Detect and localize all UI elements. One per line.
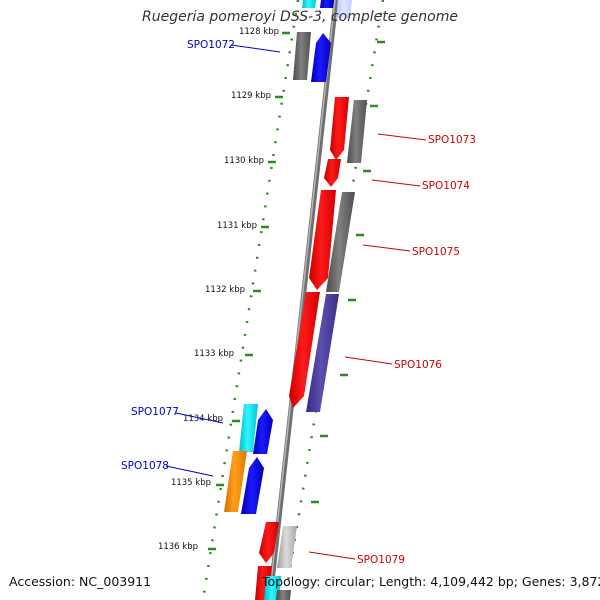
topology-label: Topology: (262, 574, 325, 589)
gene-lightgray-1079b[interactable] (277, 526, 297, 568)
leader-line-spo1072 (230, 44, 281, 53)
leader-line-spo1075 (362, 244, 411, 252)
gene-spo1074[interactable] (324, 159, 341, 187)
gene-partial-bottom-gray[interactable] (276, 590, 291, 600)
leader-line-spo1079 (308, 551, 356, 560)
scale-label: 1130 kbp (224, 156, 264, 166)
scale-label: 1131 kbp (217, 221, 257, 231)
genome-title: Ruegeria pomeroyi DSS-3, complete genome (142, 9, 458, 25)
gene-label-spo1077[interactable]: SPO1077 (131, 406, 179, 418)
accession-label: Accession: (9, 574, 80, 589)
leader-line-spo1078 (165, 465, 214, 477)
gene-label-spo1074[interactable]: SPO1074 (422, 180, 470, 192)
genes-label: ; Genes: (513, 574, 570, 589)
outer-ring-ticks (311, 40, 385, 504)
gene-spo1078[interactable] (224, 451, 247, 512)
length-label: ; Length: (370, 574, 431, 589)
genes-value: 3,872 (569, 574, 600, 589)
leader-line-spo1074 (371, 179, 421, 187)
gene-partial-top-cyan[interactable] (302, 0, 316, 8)
backbone-line (267, 0, 339, 600)
gene-label-spo1073[interactable]: SPO1073 (428, 134, 476, 146)
gene-spo1076[interactable] (289, 292, 320, 408)
gene-label-spo1076[interactable]: SPO1076 (394, 359, 442, 371)
accession-info: Accession: NC_003911 (9, 574, 151, 589)
gene-partial-top-blue[interactable] (320, 0, 334, 8)
accession-value: NC_003911 (79, 574, 152, 589)
gene-blue-1077b[interactable] (253, 409, 273, 454)
gene-slate-1076b[interactable] (306, 294, 339, 412)
gene-label-spo1079[interactable]: SPO1079 (357, 554, 405, 566)
gene-spo1073[interactable] (330, 97, 349, 160)
gene-label-spo1078[interactable]: SPO1078 (121, 460, 169, 472)
scale-label: 1128 kbp (239, 27, 279, 37)
length-value: 4,109,442 bp (430, 574, 514, 589)
scale-label: 1132 kbp (205, 285, 245, 295)
scale-label: 1135 kbp (171, 478, 211, 488)
topology-value: circular (324, 574, 371, 589)
gene-label-spo1072[interactable]: SPO1072 (187, 39, 235, 51)
leader-line-spo1077 (175, 412, 224, 424)
gene-spo1079[interactable] (259, 522, 279, 563)
scale-label: 1133 kbp (194, 349, 234, 359)
gene-gray-1073b[interactable] (347, 100, 367, 163)
gene-blue-1078b[interactable] (241, 457, 264, 514)
gene-spo1077[interactable] (239, 404, 258, 452)
scale-label: 1129 kbp (231, 91, 271, 101)
leader-line-spo1076 (344, 356, 393, 365)
gene-label-spo1075[interactable]: SPO1075 (412, 246, 460, 258)
gene-gray-1075b[interactable] (326, 192, 355, 292)
gene-gray-1072a[interactable] (293, 32, 311, 80)
leader-line-spo1073 (377, 133, 427, 141)
scale-ticks (208, 31, 290, 551)
gene-spo1072[interactable] (311, 33, 331, 82)
genome-stats: Topology: circular; Length: 4,109,442 bp… (262, 574, 600, 589)
gene-partial-top-pale[interactable] (336, 0, 352, 18)
gene-spo1075[interactable] (309, 190, 336, 290)
backbone-highlight (268, 0, 336, 600)
scale-label: 1136 kbp (158, 542, 198, 552)
